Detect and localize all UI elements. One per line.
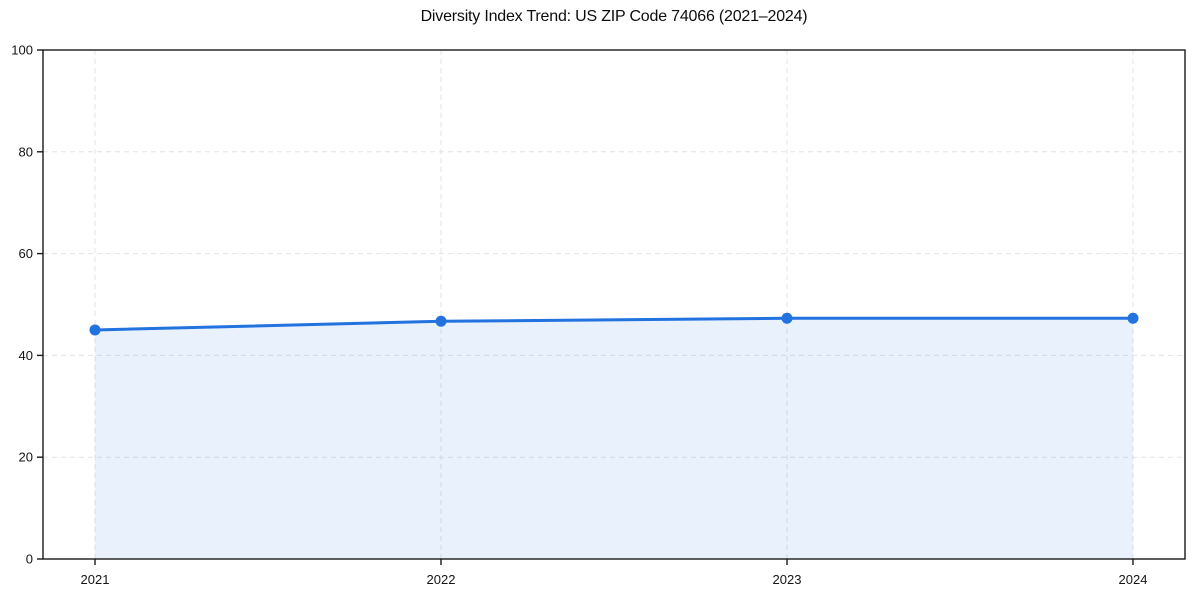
- y-axis-tick-label: 60: [19, 246, 33, 261]
- x-axis-tick-label: 2021: [81, 572, 110, 587]
- data-point: [435, 315, 447, 327]
- data-point: [781, 312, 793, 324]
- y-axis-tick-label: 40: [19, 348, 33, 363]
- y-axis-tick-label: 100: [11, 43, 33, 58]
- data-point: [1127, 312, 1139, 324]
- chart-title: Diversity Index Trend: US ZIP Code 74066…: [420, 8, 808, 25]
- trend-line: [93, 316, 1135, 332]
- y-axis-tick-label: 80: [19, 144, 33, 159]
- area-fill: [95, 318, 1133, 559]
- y-axis-tick-label: 0: [26, 552, 33, 567]
- y-axis-tick-label: 20: [19, 450, 33, 465]
- plot-border: [42, 49, 1186, 560]
- x-axis-tick-label: 2022: [427, 572, 456, 587]
- x-axis-tick-label: 2024: [1119, 572, 1148, 587]
- data-point: [89, 324, 101, 336]
- x-axis-tick-label: 2023: [773, 572, 802, 587]
